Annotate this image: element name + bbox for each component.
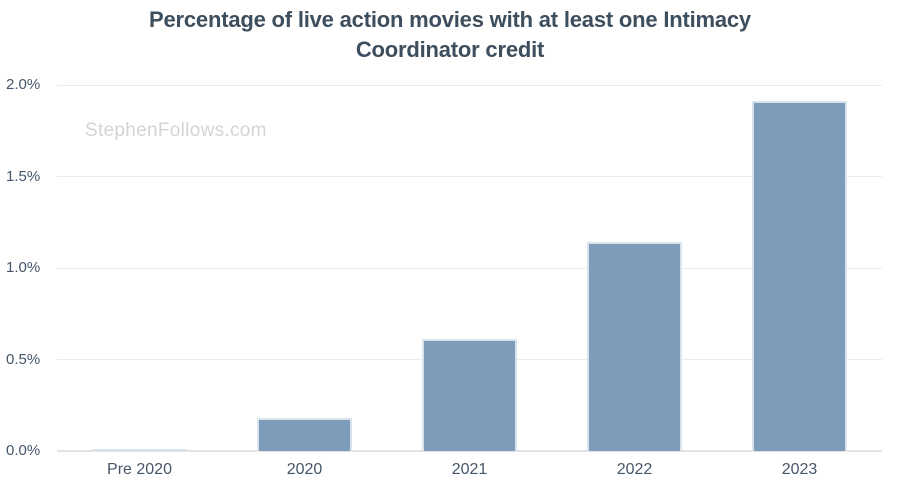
x-axis-tick-label-2021: 2021: [451, 461, 488, 478]
x-axis-tick-label-2020: 2020: [286, 461, 323, 478]
bar-pre-2020: [92, 449, 187, 451]
watermark-stephenfollows: StephenFollows.com: [85, 120, 267, 141]
x-axis-line: [57, 450, 882, 452]
bar-2021: [422, 339, 517, 451]
gridline-2.0%: [57, 84, 882, 86]
bar-2022: [587, 242, 682, 451]
gridline-1.5%: [57, 176, 882, 177]
x-axis-tick-label-2023: 2023: [781, 461, 818, 478]
bar-2020: [257, 418, 352, 451]
x-axis-tick-label-pre-2020: Pre 2020: [107, 461, 172, 478]
chart-title: Percentage of live action movies with at…: [149, 7, 751, 62]
y-axis-tick-label: 1.5%: [6, 167, 41, 185]
y-axis-tick-label: 0.5%: [6, 350, 41, 368]
x-axis-tick-label-2022: 2022: [616, 461, 653, 478]
bar-2023: [752, 101, 847, 451]
gridline-1.0%: [57, 267, 882, 269]
y-axis-tick-label: 0.0%: [6, 442, 41, 459]
y-axis-tick-label: 2.0%: [6, 76, 41, 93]
y-axis-tick-label: 1.0%: [6, 259, 41, 276]
plot-area: 0.0% 0.5% 1.0% 1.5% 2.0% Pre 2020 2020 2021 2022…: [6, 77, 882, 478]
